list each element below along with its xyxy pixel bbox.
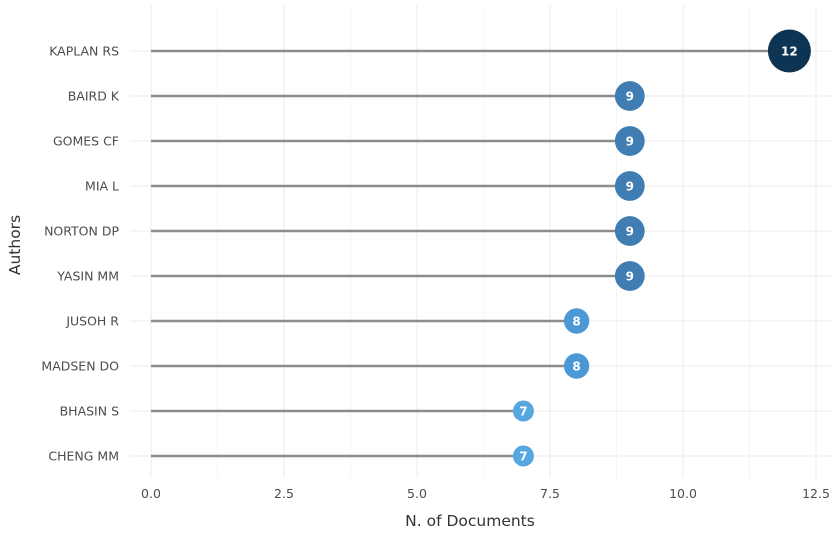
grid-lines (130, 5, 832, 478)
y-axis-tick-labels: KAPLAN RS BAIRD K GOMES CF MIA L NORTON DP YA… (41, 44, 119, 464)
lollipop-bubble (563, 308, 590, 334)
x-tick-label: 5.0 (407, 486, 427, 501)
y-tick-label: KAPLAN RS (49, 44, 119, 59)
y-axis-title: Authors (6, 215, 24, 275)
bubble-value-label: 9 (626, 269, 634, 283)
lollipop-bubble (614, 261, 645, 291)
lollipop-bubble (512, 400, 534, 422)
x-axis-title: N. of Documents (405, 512, 535, 530)
bubble-value-label: 9 (626, 224, 634, 238)
bubble-value-label: 9 (626, 179, 634, 193)
bubble-value-label: 8 (572, 359, 580, 373)
lollipop-bubble (563, 353, 590, 379)
y-tick-label: NORTON DP (44, 224, 119, 239)
y-tick-label: YASIN MM (56, 269, 119, 284)
lollipop-bubbles: 12 9 9 9 9 9 8 8 7 7 (512, 29, 811, 467)
y-tick-label: MIA L (85, 179, 119, 194)
bubble-value-label: 7 (519, 404, 527, 418)
bubble-value-label: 9 (626, 134, 634, 148)
x-tick-label: 7.5 (540, 486, 560, 501)
x-axis-tick-labels: 0.0 2.5 5.0 7.5 10.0 12.5 (141, 486, 830, 501)
lollipop-bubble (767, 29, 811, 73)
lollipop-bubble (614, 171, 645, 201)
x-tick-label: 12.5 (802, 486, 830, 501)
y-tick-label: GOMES CF (53, 134, 119, 149)
x-tick-label: 10.0 (669, 486, 697, 501)
bubble-value-label: 9 (626, 89, 634, 103)
lollipop-bubble (614, 126, 645, 156)
x-tick-label: 0.0 (141, 486, 161, 501)
bubble-value-label: 8 (572, 314, 580, 328)
y-tick-label: BAIRD K (68, 89, 120, 104)
y-tick-label: BHASIN S (60, 404, 119, 419)
lollipop-bubble (614, 81, 645, 111)
bubble-value-label: 7 (519, 449, 527, 463)
lollipop-bubble (614, 216, 645, 246)
lollipop-bubble (512, 445, 534, 467)
y-tick-label: JUSOH R (65, 314, 119, 329)
bubble-value-label: 12 (781, 44, 798, 58)
x-tick-label: 2.5 (274, 486, 294, 501)
y-tick-label: MADSEN DO (41, 359, 119, 374)
y-tick-label: CHENG MM (48, 449, 119, 464)
lollipop-stems (151, 49, 790, 458)
